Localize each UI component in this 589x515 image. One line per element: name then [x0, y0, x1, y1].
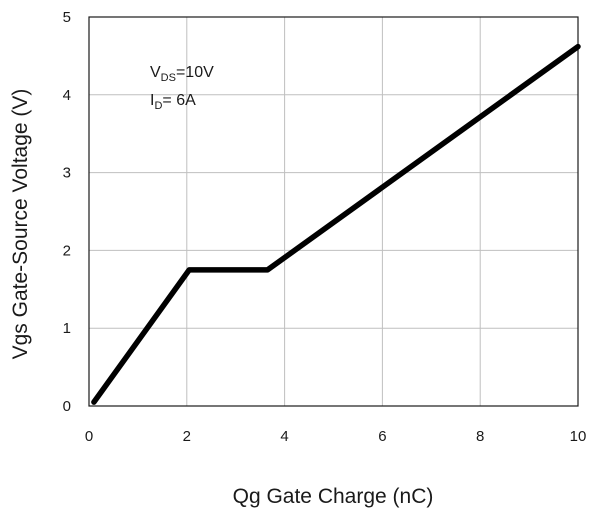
y-tick-label: 2	[63, 242, 71, 259]
y-tick-label: 3	[63, 165, 71, 182]
vds-annotation-subscript: DS	[161, 72, 176, 84]
id-annotation-subscript: D	[154, 100, 162, 112]
y-tick-label: 1	[63, 320, 71, 337]
x-tick-label: 4	[280, 428, 288, 445]
y-tick-label: 4	[63, 87, 71, 104]
x-tick-label: 0	[85, 428, 93, 445]
vds-annotation-value: =10V	[176, 64, 214, 81]
x-tick-label: 8	[476, 428, 484, 445]
x-tick-label: 10	[570, 428, 587, 445]
y-tick-label: 0	[63, 398, 71, 415]
vds-annotation: VDS=10V	[150, 64, 214, 84]
vgs-curve-line	[91, 43, 581, 405]
x-tick-label: 6	[378, 428, 386, 445]
vds-annotation-main: V	[150, 64, 161, 81]
plot-frame	[88, 16, 579, 407]
y-axis-title: Vgs Gate-Source Voltage (V)	[9, 89, 32, 360]
id-annotation: ID= 6A	[150, 92, 196, 112]
id-annotation-value: = 6A	[162, 92, 196, 109]
x-tick-labels: 0 2 4 6 8 10	[85, 428, 587, 445]
y-tick-label: 5	[63, 9, 71, 26]
id-annotation-main: I	[150, 92, 154, 109]
x-axis-title: Qg Gate Charge (nC)	[233, 485, 434, 508]
x-tick-label: 2	[183, 428, 191, 445]
y-tick-labels: 0 1 2 3 4 5	[63, 9, 71, 415]
series-layer	[91, 43, 581, 405]
